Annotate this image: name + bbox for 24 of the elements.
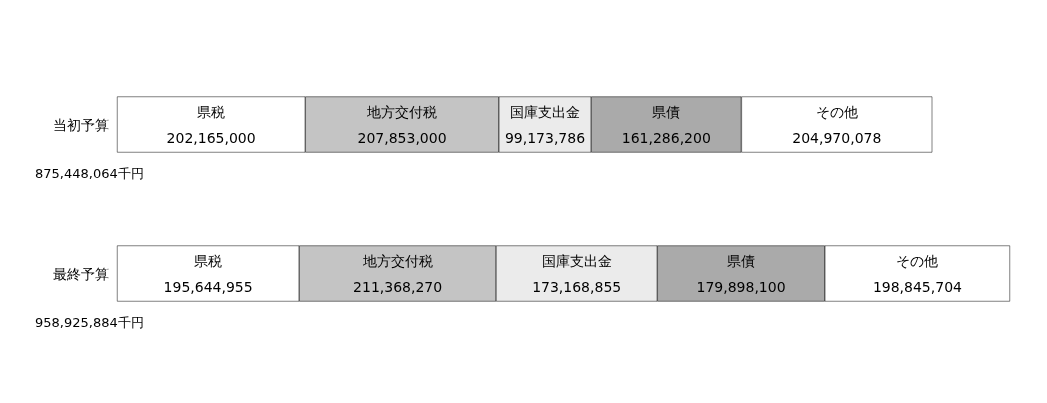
text: 地方交付税: [362, 252, 433, 269]
y-tick-label: 当初予算: [53, 116, 109, 133]
total-label: 958,925,884千円: [35, 314, 144, 330]
data-label: 198,845,704: [872, 278, 963, 295]
series-label: 国庫支出金: [510, 103, 581, 120]
data-label: 202,165,000: [166, 129, 256, 146]
data-label: 211,368,270: [353, 278, 443, 295]
y-tick-label: 最終予算: [53, 265, 109, 282]
text: その他: [896, 252, 939, 269]
data-label: 99,173,786: [504, 129, 586, 146]
text: 国庫支出金: [541, 252, 612, 269]
series-label: 県税: [197, 103, 226, 120]
total-label: 875,448,064千円: [35, 165, 144, 181]
data-label: 195,644,955: [163, 278, 253, 295]
data-label: 161,286,200: [621, 129, 711, 146]
data-label: 204,970,078: [792, 129, 882, 146]
series-label: その他: [815, 103, 858, 120]
data-label: 207,853,000: [357, 129, 447, 146]
data-label: 173,168,855: [532, 278, 622, 295]
text: 県税: [194, 252, 223, 269]
series-label: 地方交付税: [366, 103, 438, 120]
data-label: 179,898,100: [696, 278, 786, 295]
series-label: 県債: [652, 103, 681, 120]
text: 県債: [727, 252, 756, 269]
